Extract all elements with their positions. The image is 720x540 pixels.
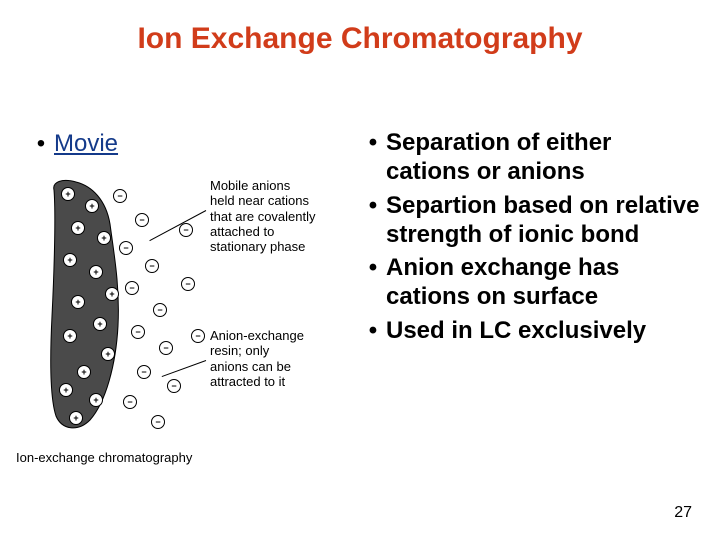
right-bullet-row-1: •Separtion based on relative strength of… xyxy=(360,191,700,250)
right-bullet-row-2: •Anion exchange has cations on surface xyxy=(360,253,700,312)
bullet-dot: • xyxy=(360,316,386,345)
bullet-dot: • xyxy=(360,253,386,282)
cation-particle-11: + xyxy=(77,365,91,379)
cation-particle-4: + xyxy=(63,253,77,267)
anion-particle-1: − xyxy=(135,213,149,227)
cation-particle-7: + xyxy=(71,295,85,309)
left-column: • Movie xyxy=(28,130,118,158)
right-column: •Separation of either cations or anions•… xyxy=(360,128,700,349)
cation-particle-6: + xyxy=(105,287,119,301)
cation-particle-8: + xyxy=(93,317,107,331)
anion-particle-3: − xyxy=(145,259,159,273)
anion-particle-12: − xyxy=(181,277,195,291)
anion-particle-10: − xyxy=(123,395,137,409)
anion-particle-0: − xyxy=(113,189,127,203)
diagram-caption-mid: Anion-exchangeresin; onlyanions can beat… xyxy=(210,328,350,389)
movie-link[interactable]: Movie xyxy=(54,130,118,158)
right-bullet-text-2: Anion exchange has cations on surface xyxy=(386,253,700,312)
page-number: 27 xyxy=(674,504,692,522)
right-bullet-row-0: •Separation of either cations or anions xyxy=(360,128,700,187)
ion-exchange-diagram: +++++++++++++++−−−−−−−−−−−−−−− xyxy=(48,176,228,436)
bullet-dot: • xyxy=(360,191,386,220)
movie-bullet-row: • Movie xyxy=(28,130,118,158)
anion-particle-11: − xyxy=(151,415,165,429)
anion-particle-6: − xyxy=(131,325,145,339)
right-bullet-row-3: •Used in LC exclusively xyxy=(360,316,700,345)
bullet-dot: • xyxy=(360,128,386,157)
anion-particle-7: − xyxy=(159,341,173,355)
page-number-text: 27 xyxy=(674,504,692,521)
anion-particle-14: − xyxy=(179,223,193,237)
anion-particle-2: − xyxy=(119,241,133,255)
right-bullet-text-3: Used in LC exclusively xyxy=(386,316,646,345)
cation-particle-9: + xyxy=(63,329,77,343)
bullet-dot: • xyxy=(28,130,54,158)
cation-particle-0: + xyxy=(61,187,75,201)
cation-particle-12: + xyxy=(59,383,73,397)
cation-particle-13: + xyxy=(89,393,103,407)
right-bullet-text-1: Separtion based on relative strength of … xyxy=(386,191,700,250)
cation-particle-2: + xyxy=(71,221,85,235)
right-bullet-text-0: Separation of either cations or anions xyxy=(386,128,700,187)
cation-particle-3: + xyxy=(97,231,111,245)
anion-particle-4: − xyxy=(125,281,139,295)
diagram-caption-top: Mobile anionsheld near cationsthat are c… xyxy=(210,178,350,255)
anion-particle-9: − xyxy=(167,379,181,393)
cation-particle-1: + xyxy=(85,199,99,213)
cation-particle-10: + xyxy=(101,347,115,361)
cation-particle-5: + xyxy=(89,265,103,279)
slide-title-text: Ion Exchange Chromatography xyxy=(137,22,582,56)
anion-particle-13: − xyxy=(191,329,205,343)
cation-particle-14: + xyxy=(69,411,83,425)
slide: Ion Exchange Chromatography • Movie ++++… xyxy=(0,0,720,540)
diagram-caption-bottom: Ion-exchange chromatography xyxy=(16,450,276,465)
anion-particle-5: − xyxy=(153,303,167,317)
slide-title: Ion Exchange Chromatography xyxy=(0,22,720,56)
anion-particle-8: − xyxy=(137,365,151,379)
